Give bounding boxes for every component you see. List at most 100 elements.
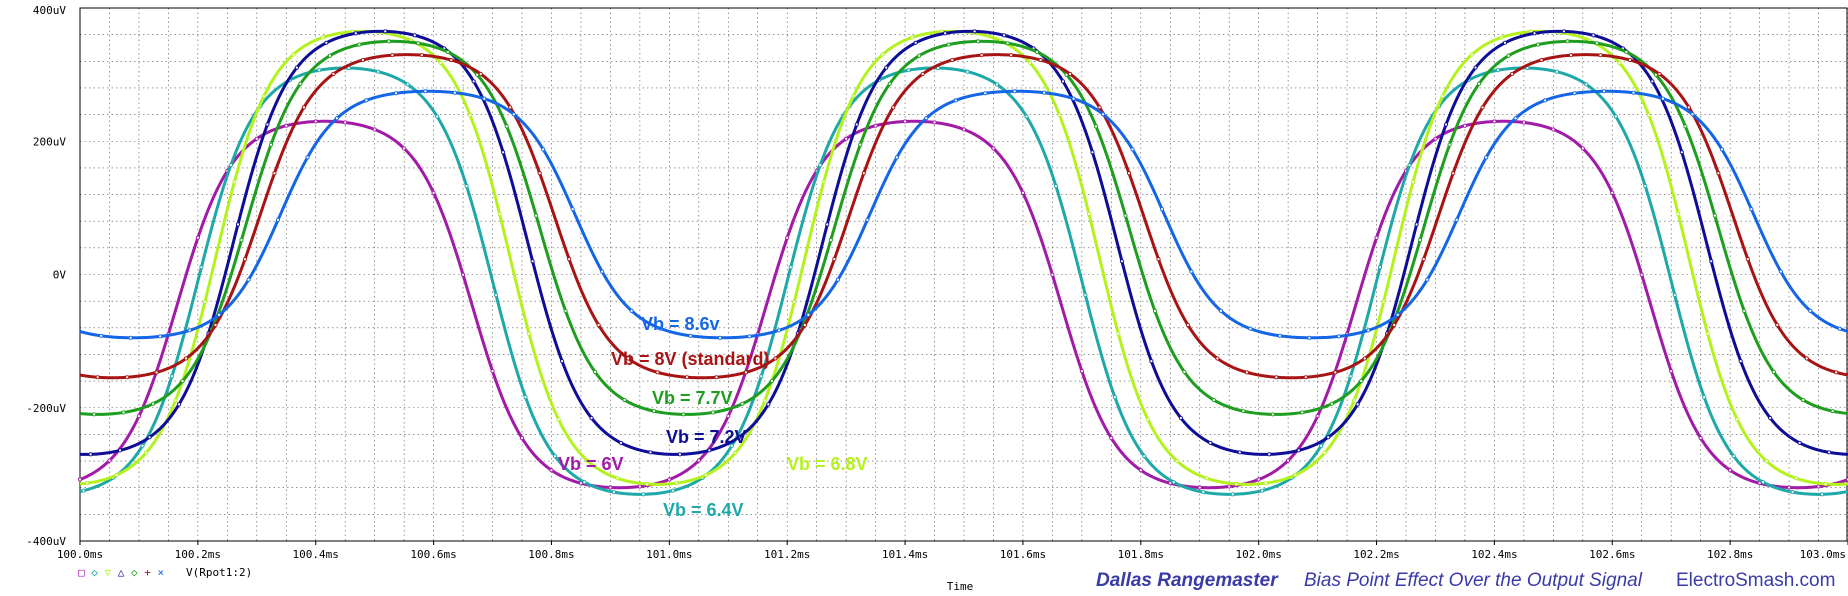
series-marker — [950, 58, 955, 63]
series-marker — [412, 33, 417, 38]
series-marker — [1366, 328, 1371, 333]
series-marker — [1669, 369, 1674, 374]
series-marker — [1218, 308, 1223, 313]
series-marker — [1598, 53, 1603, 58]
series-marker — [1300, 410, 1305, 415]
series-marker — [567, 257, 572, 262]
series-marker — [1230, 492, 1235, 497]
series-marker — [1837, 326, 1842, 331]
series-marker — [501, 150, 506, 155]
series-marker — [1071, 96, 1076, 101]
series-marker — [688, 333, 693, 338]
series-marker — [305, 155, 310, 160]
series-marker — [844, 136, 849, 141]
series-marker — [1208, 440, 1213, 445]
series-marker — [1053, 184, 1058, 189]
y-tick-label: -400uV — [26, 535, 66, 548]
x-tick-label: 101.8ms — [1118, 548, 1164, 561]
series-marker — [1543, 98, 1548, 103]
series-marker — [1551, 127, 1556, 132]
series-marker — [1256, 477, 1261, 482]
series-marker — [1709, 259, 1714, 264]
y-tick-label: 200uV — [33, 135, 66, 148]
series-marker — [894, 155, 899, 160]
series-marker — [887, 81, 892, 86]
series-marker — [519, 436, 525, 441]
series-marker — [821, 179, 826, 184]
series-marker — [1690, 112, 1695, 117]
series-marker — [1362, 356, 1367, 361]
series-marker — [549, 468, 554, 473]
series-marker — [773, 356, 778, 361]
series-marker — [1057, 113, 1062, 118]
series-marker — [1293, 472, 1298, 478]
series-line — [79, 53, 1848, 380]
series-marker — [1639, 272, 1644, 277]
series-marker — [681, 412, 686, 417]
series-marker — [906, 68, 911, 73]
series-marker — [1601, 89, 1607, 94]
series-marker — [313, 119, 318, 124]
series-marker — [523, 395, 528, 400]
series-marker — [423, 89, 428, 94]
series-marker — [184, 356, 189, 361]
series-marker — [1002, 33, 1007, 38]
series-marker — [1142, 454, 1147, 459]
series-marker — [710, 410, 715, 415]
series-marker — [1286, 458, 1291, 463]
series-marker — [1657, 71, 1662, 77]
x-tick-label: 101.4ms — [882, 548, 928, 561]
series-marker — [1447, 142, 1452, 147]
series-marker — [294, 65, 299, 70]
series-marker — [1433, 136, 1438, 141]
series-line — [79, 89, 1848, 340]
series-marker — [1425, 277, 1430, 282]
series-group — [77, 29, 1848, 497]
series-marker — [158, 334, 163, 339]
series-marker — [541, 147, 546, 152]
series-marker — [726, 414, 731, 419]
series-marker — [527, 331, 532, 336]
series-marker — [1079, 369, 1084, 374]
series-marker — [128, 335, 133, 340]
series-marker — [910, 35, 915, 40]
series-marker — [1787, 485, 1792, 490]
series-label: Vb = 8.6v — [641, 314, 720, 334]
series-marker — [1584, 82, 1589, 87]
series-marker — [228, 163, 233, 168]
series-marker — [1333, 370, 1338, 375]
series-marker — [176, 402, 182, 407]
series-marker — [961, 127, 967, 132]
series-marker — [353, 31, 358, 36]
series-marker — [1201, 490, 1206, 495]
series-marker — [1643, 184, 1648, 189]
series-marker — [1126, 171, 1132, 176]
series-marker — [1189, 269, 1194, 274]
series-marker — [835, 277, 840, 282]
x-tick-label: 100.2ms — [175, 548, 221, 561]
series-marker — [298, 81, 303, 86]
series-line — [79, 29, 1848, 456]
series-marker — [736, 435, 741, 440]
series-marker — [1506, 53, 1511, 58]
series-marker — [154, 370, 159, 375]
series-marker — [1123, 213, 1128, 218]
series-marker — [232, 179, 237, 184]
series-marker — [747, 334, 752, 339]
x-tick-label: 101.0ms — [646, 548, 692, 561]
series-marker — [449, 58, 454, 63]
series-marker — [707, 448, 712, 453]
series-marker — [327, 53, 332, 58]
series-marker — [1336, 334, 1341, 339]
series-marker — [1027, 60, 1033, 65]
x-tick-label: 100.6ms — [410, 548, 456, 561]
series-marker — [1263, 481, 1268, 486]
x-tick-label: 102.0ms — [1235, 548, 1281, 561]
series-marker — [390, 53, 395, 58]
series-marker — [1024, 114, 1029, 119]
series-marker — [637, 484, 642, 489]
series-marker — [1296, 448, 1301, 453]
series-marker — [1395, 312, 1400, 317]
series-marker — [696, 458, 701, 463]
x-tick-label: 102.8ms — [1707, 548, 1753, 561]
